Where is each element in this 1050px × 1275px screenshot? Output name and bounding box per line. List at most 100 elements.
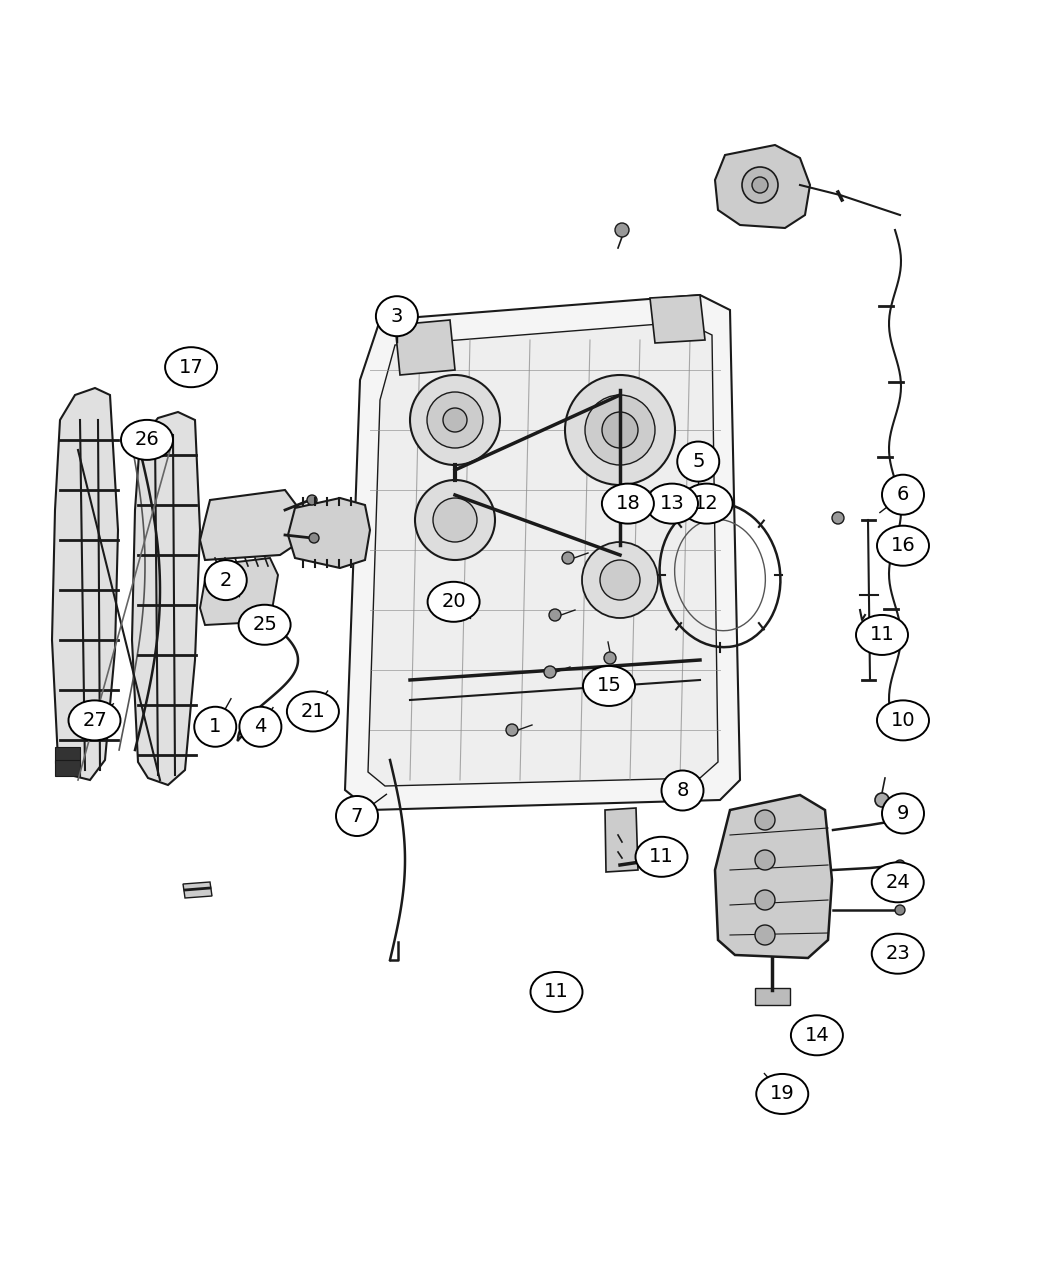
Ellipse shape	[427, 581, 480, 622]
Text: 10: 10	[890, 711, 916, 729]
Ellipse shape	[194, 706, 236, 747]
Circle shape	[895, 861, 905, 870]
Ellipse shape	[121, 419, 173, 460]
Polygon shape	[132, 412, 200, 785]
Polygon shape	[55, 747, 80, 762]
Polygon shape	[605, 808, 638, 872]
Text: 9: 9	[897, 805, 909, 822]
Text: 11: 11	[869, 626, 895, 644]
Circle shape	[755, 810, 775, 830]
Text: 5: 5	[692, 453, 705, 470]
Ellipse shape	[680, 483, 733, 524]
Ellipse shape	[791, 1015, 843, 1056]
Circle shape	[585, 395, 655, 465]
Ellipse shape	[877, 700, 929, 741]
Circle shape	[549, 609, 561, 621]
Circle shape	[600, 560, 640, 601]
Text: 11: 11	[544, 983, 569, 1001]
Text: 8: 8	[676, 782, 689, 799]
Polygon shape	[52, 388, 118, 780]
Ellipse shape	[677, 441, 719, 482]
Polygon shape	[715, 796, 832, 958]
Ellipse shape	[602, 483, 654, 524]
Text: 21: 21	[300, 703, 326, 720]
Ellipse shape	[68, 700, 121, 741]
Polygon shape	[200, 490, 300, 560]
Text: 15: 15	[596, 677, 622, 695]
Circle shape	[832, 513, 844, 524]
Circle shape	[755, 924, 775, 945]
Ellipse shape	[165, 347, 217, 388]
Ellipse shape	[583, 666, 635, 706]
Polygon shape	[345, 295, 740, 810]
Text: 25: 25	[252, 616, 277, 634]
Ellipse shape	[238, 604, 291, 645]
Ellipse shape	[882, 793, 924, 834]
Text: 20: 20	[441, 593, 466, 611]
Text: 1: 1	[209, 718, 222, 736]
Text: 6: 6	[897, 486, 909, 504]
Text: 7: 7	[351, 807, 363, 825]
Circle shape	[565, 375, 675, 484]
Polygon shape	[650, 295, 705, 343]
Text: 13: 13	[659, 495, 685, 513]
Ellipse shape	[239, 706, 281, 747]
Polygon shape	[395, 320, 455, 375]
Circle shape	[427, 391, 483, 448]
Circle shape	[309, 533, 319, 543]
Ellipse shape	[872, 862, 924, 903]
Ellipse shape	[376, 296, 418, 337]
Text: 4: 4	[254, 718, 267, 736]
Text: 23: 23	[885, 945, 910, 963]
Ellipse shape	[530, 972, 583, 1012]
Circle shape	[755, 890, 775, 910]
Ellipse shape	[662, 770, 704, 811]
Ellipse shape	[646, 483, 698, 524]
Polygon shape	[755, 988, 790, 1005]
Circle shape	[755, 850, 775, 870]
Circle shape	[562, 552, 574, 564]
Circle shape	[602, 412, 638, 448]
Text: 18: 18	[615, 495, 640, 513]
Ellipse shape	[336, 796, 378, 836]
Text: 26: 26	[134, 431, 160, 449]
Text: 11: 11	[649, 848, 674, 866]
Circle shape	[582, 542, 658, 618]
Circle shape	[752, 177, 768, 193]
Polygon shape	[288, 499, 370, 567]
Text: 3: 3	[391, 307, 403, 325]
Ellipse shape	[635, 836, 688, 877]
Ellipse shape	[872, 933, 924, 974]
Circle shape	[433, 499, 477, 542]
Circle shape	[506, 724, 518, 736]
Circle shape	[875, 793, 889, 807]
Polygon shape	[200, 558, 278, 625]
Text: 2: 2	[219, 571, 232, 589]
Circle shape	[895, 815, 905, 825]
Circle shape	[443, 408, 467, 432]
Circle shape	[544, 666, 556, 678]
Circle shape	[307, 495, 317, 505]
Circle shape	[410, 375, 500, 465]
Ellipse shape	[882, 474, 924, 515]
Circle shape	[615, 223, 629, 237]
Ellipse shape	[756, 1074, 808, 1114]
Text: 19: 19	[770, 1085, 795, 1103]
Polygon shape	[183, 882, 212, 898]
Ellipse shape	[287, 691, 339, 732]
Text: 16: 16	[890, 537, 916, 555]
Circle shape	[895, 905, 905, 915]
Text: 27: 27	[82, 711, 107, 729]
Circle shape	[604, 652, 616, 664]
Ellipse shape	[877, 525, 929, 566]
Ellipse shape	[205, 560, 247, 601]
Text: 17: 17	[178, 358, 204, 376]
Ellipse shape	[856, 615, 908, 655]
Text: 12: 12	[694, 495, 719, 513]
Text: 14: 14	[804, 1026, 830, 1044]
Polygon shape	[368, 323, 718, 785]
Polygon shape	[715, 145, 810, 228]
Text: 24: 24	[885, 873, 910, 891]
Circle shape	[742, 167, 778, 203]
Polygon shape	[55, 760, 80, 776]
